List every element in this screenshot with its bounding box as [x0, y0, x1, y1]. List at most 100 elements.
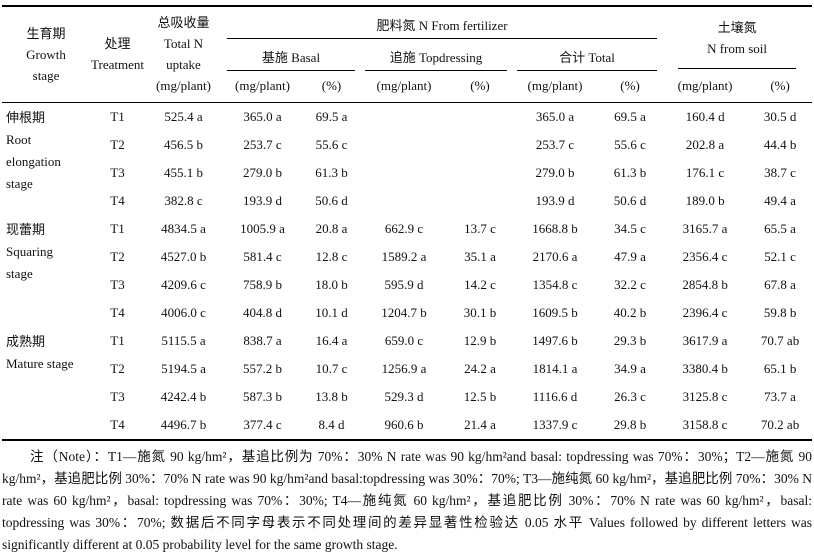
treatment-cell: T2 [110, 248, 125, 264]
header-total-group-label: 合计 Total [517, 47, 658, 71]
value-cell: 65.1 b [763, 360, 797, 376]
header-total-pct: (%) [620, 78, 640, 94]
value-cell: 1256.9 a [381, 360, 427, 376]
value-cell: 1204.7 b [381, 304, 427, 320]
value-cell: 16.4 a [315, 332, 348, 348]
value-cell: 960.6 b [384, 416, 424, 432]
value-cell: 529.3 d [384, 388, 424, 404]
value-cell: 202.8 a [685, 136, 725, 152]
value-cell: 525.4 a [164, 108, 203, 124]
table-note: 注（Note）：T1—施氮 90 kg/hm²，基追比例为 70%：30% N … [2, 448, 812, 552]
value-cell: 193.9 d [243, 192, 282, 208]
value-cell: 12.9 b [463, 332, 497, 348]
treatment-cell: T3 [110, 276, 125, 292]
header-soil-group: 土壤氮 N from soil [662, 6, 812, 71]
value-cell: 61.3 b [613, 164, 647, 180]
header-fertilizer-group-label: 肥料氮 N From fertilizer [227, 15, 658, 39]
header-row-subgroups: 基施 Basal 追施 Topdressing 合计 Total [2, 39, 812, 71]
table-row: T2 5194.5 a 557.2 b 10.7 c 1256.9 a 24.2 a 181… [2, 355, 812, 383]
value-cell: 838.7 a [243, 332, 282, 348]
header-soil-mg: (mg/plant) [677, 78, 733, 94]
value-cell: 12.8 c [315, 248, 348, 264]
value-cell: 595.9 d [384, 276, 424, 292]
value-cell: 13.7 c [464, 220, 496, 236]
value-cell: 1116.6 d [532, 388, 578, 404]
value-cell: 34.5 c [614, 220, 646, 236]
value-cell: 662.9 c [384, 220, 424, 236]
value-cell: 55.6 c [614, 136, 646, 152]
value-cell: 2170.6 a [532, 248, 578, 264]
value-cell: 4527.0 b [160, 248, 207, 264]
value-cell: 52.1 c [764, 248, 796, 264]
value-cell: 659.0 c [384, 332, 424, 348]
header-topdressing-group-label: 追施 Topdressing [365, 47, 507, 71]
value-cell: 253.7 c [535, 136, 575, 152]
header-treatment: 处理 Treatment [90, 6, 145, 102]
header-growth-stage: 生育期 Growth stage [2, 6, 90, 102]
header-basal-group-label: 基施 Basal [227, 47, 355, 71]
value-cell: 455.1 b [164, 164, 203, 180]
value-cell: 557.2 b [243, 360, 282, 376]
value-cell: 35.1 a [464, 248, 496, 264]
value-cell: 21.4 a [464, 416, 496, 432]
value-cell: 30.1 b [463, 304, 497, 320]
value-cell: 29.8 b [613, 416, 647, 432]
value-cell: 176.1 c [685, 164, 725, 180]
table-row: T3 4242.4 b 587.3 b 13.8 b 529.3 d 12.5 b 1116… [2, 383, 812, 411]
value-cell: 1589.2 a [381, 248, 427, 264]
header-basal-pct: (%) [321, 78, 342, 94]
value-cell: 44.4 b [763, 136, 797, 152]
treatment-cell: T2 [110, 136, 125, 152]
header-total-mg: (mg/plant) [527, 78, 583, 94]
value-cell: 20.8 a [315, 220, 348, 236]
value-cell: 73.7 a [764, 388, 796, 404]
value-cell: 1497.6 b [532, 332, 578, 348]
table-row: 伸根期 Root elongation stage T1 525.4 a 365.0 … [2, 102, 812, 191]
value-cell: 1354.8 c [532, 276, 578, 292]
header-total-uptake: 总吸收量 Total N uptake (mg/plant) [145, 6, 222, 102]
value-cell: 69.5 a [614, 108, 646, 124]
value-cell: 758.9 b [243, 276, 282, 292]
value-cell: 55.6 c [315, 136, 348, 152]
table-row: 现蕾期 Squaring stage T1 4834.5 a 1005.9 a 20.8… [2, 215, 812, 281]
treatment-cell: T2 [110, 360, 125, 376]
value-cell: 30.5 d [763, 108, 797, 124]
value-cell: 5115.5 a [161, 332, 206, 348]
value-cell [360, 187, 448, 215]
value-cell: 29.3 b [613, 332, 647, 348]
value-cell: 3165.7 a [682, 220, 728, 236]
header-soil-group-box: 土壤氮 N from soil [678, 7, 797, 69]
header-row-groups: 生育期 Growth stage 处理 Treatment 总吸收量 Total… [2, 6, 812, 93]
value-cell: 382.8 c [164, 192, 203, 208]
value-cell: 50.6 d [613, 192, 647, 208]
value-cell: 1005.9 a [240, 220, 285, 236]
value-cell: 3380.4 b [682, 360, 728, 376]
value-cell [448, 159, 512, 187]
value-cell: 279.0 b [243, 164, 282, 180]
header-soil-pct: (%) [770, 78, 790, 94]
value-cell: 18.0 b [315, 276, 348, 292]
header-topdressing-group: 追施 Topdressing [360, 39, 512, 71]
value-cell: 365.0 a [535, 108, 575, 124]
treatment-cell: T1 [110, 108, 125, 124]
header-growth-stage-label: 生育期 Growth stage [26, 25, 66, 83]
table-row: T4 382.8 c 193.9 d 50.6 d 193.9 d 50.6 d 189.0… [2, 187, 812, 215]
value-cell [448, 187, 512, 215]
header-total-uptake-label: 总吸收量 Total N uptake (mg/plant) [156, 15, 211, 94]
value-cell: 5194.5 a [161, 360, 206, 376]
header-row-units: (mg/plant) (%) (mg/plant) (%) (mg/plant)… [2, 71, 812, 102]
value-cell: 8.4 d [318, 416, 345, 432]
value-cell: 253.7 c [243, 136, 282, 152]
value-cell: 4496.7 b [160, 416, 207, 432]
stage-cell: 成熟期 Mature stage [6, 333, 74, 371]
value-cell: 70.2 ab [760, 416, 800, 432]
value-cell: 26.3 c [614, 388, 646, 404]
header-topdressing-mg: (mg/plant) [376, 78, 432, 94]
value-cell: 50.6 d [315, 192, 348, 208]
value-cell: 12.5 b [463, 388, 497, 404]
value-cell: 10.7 c [315, 360, 348, 376]
value-cell: 70.7 ab [760, 332, 800, 348]
header-topdressing-pct: (%) [470, 78, 490, 94]
value-cell: 49.4 a [764, 192, 796, 208]
